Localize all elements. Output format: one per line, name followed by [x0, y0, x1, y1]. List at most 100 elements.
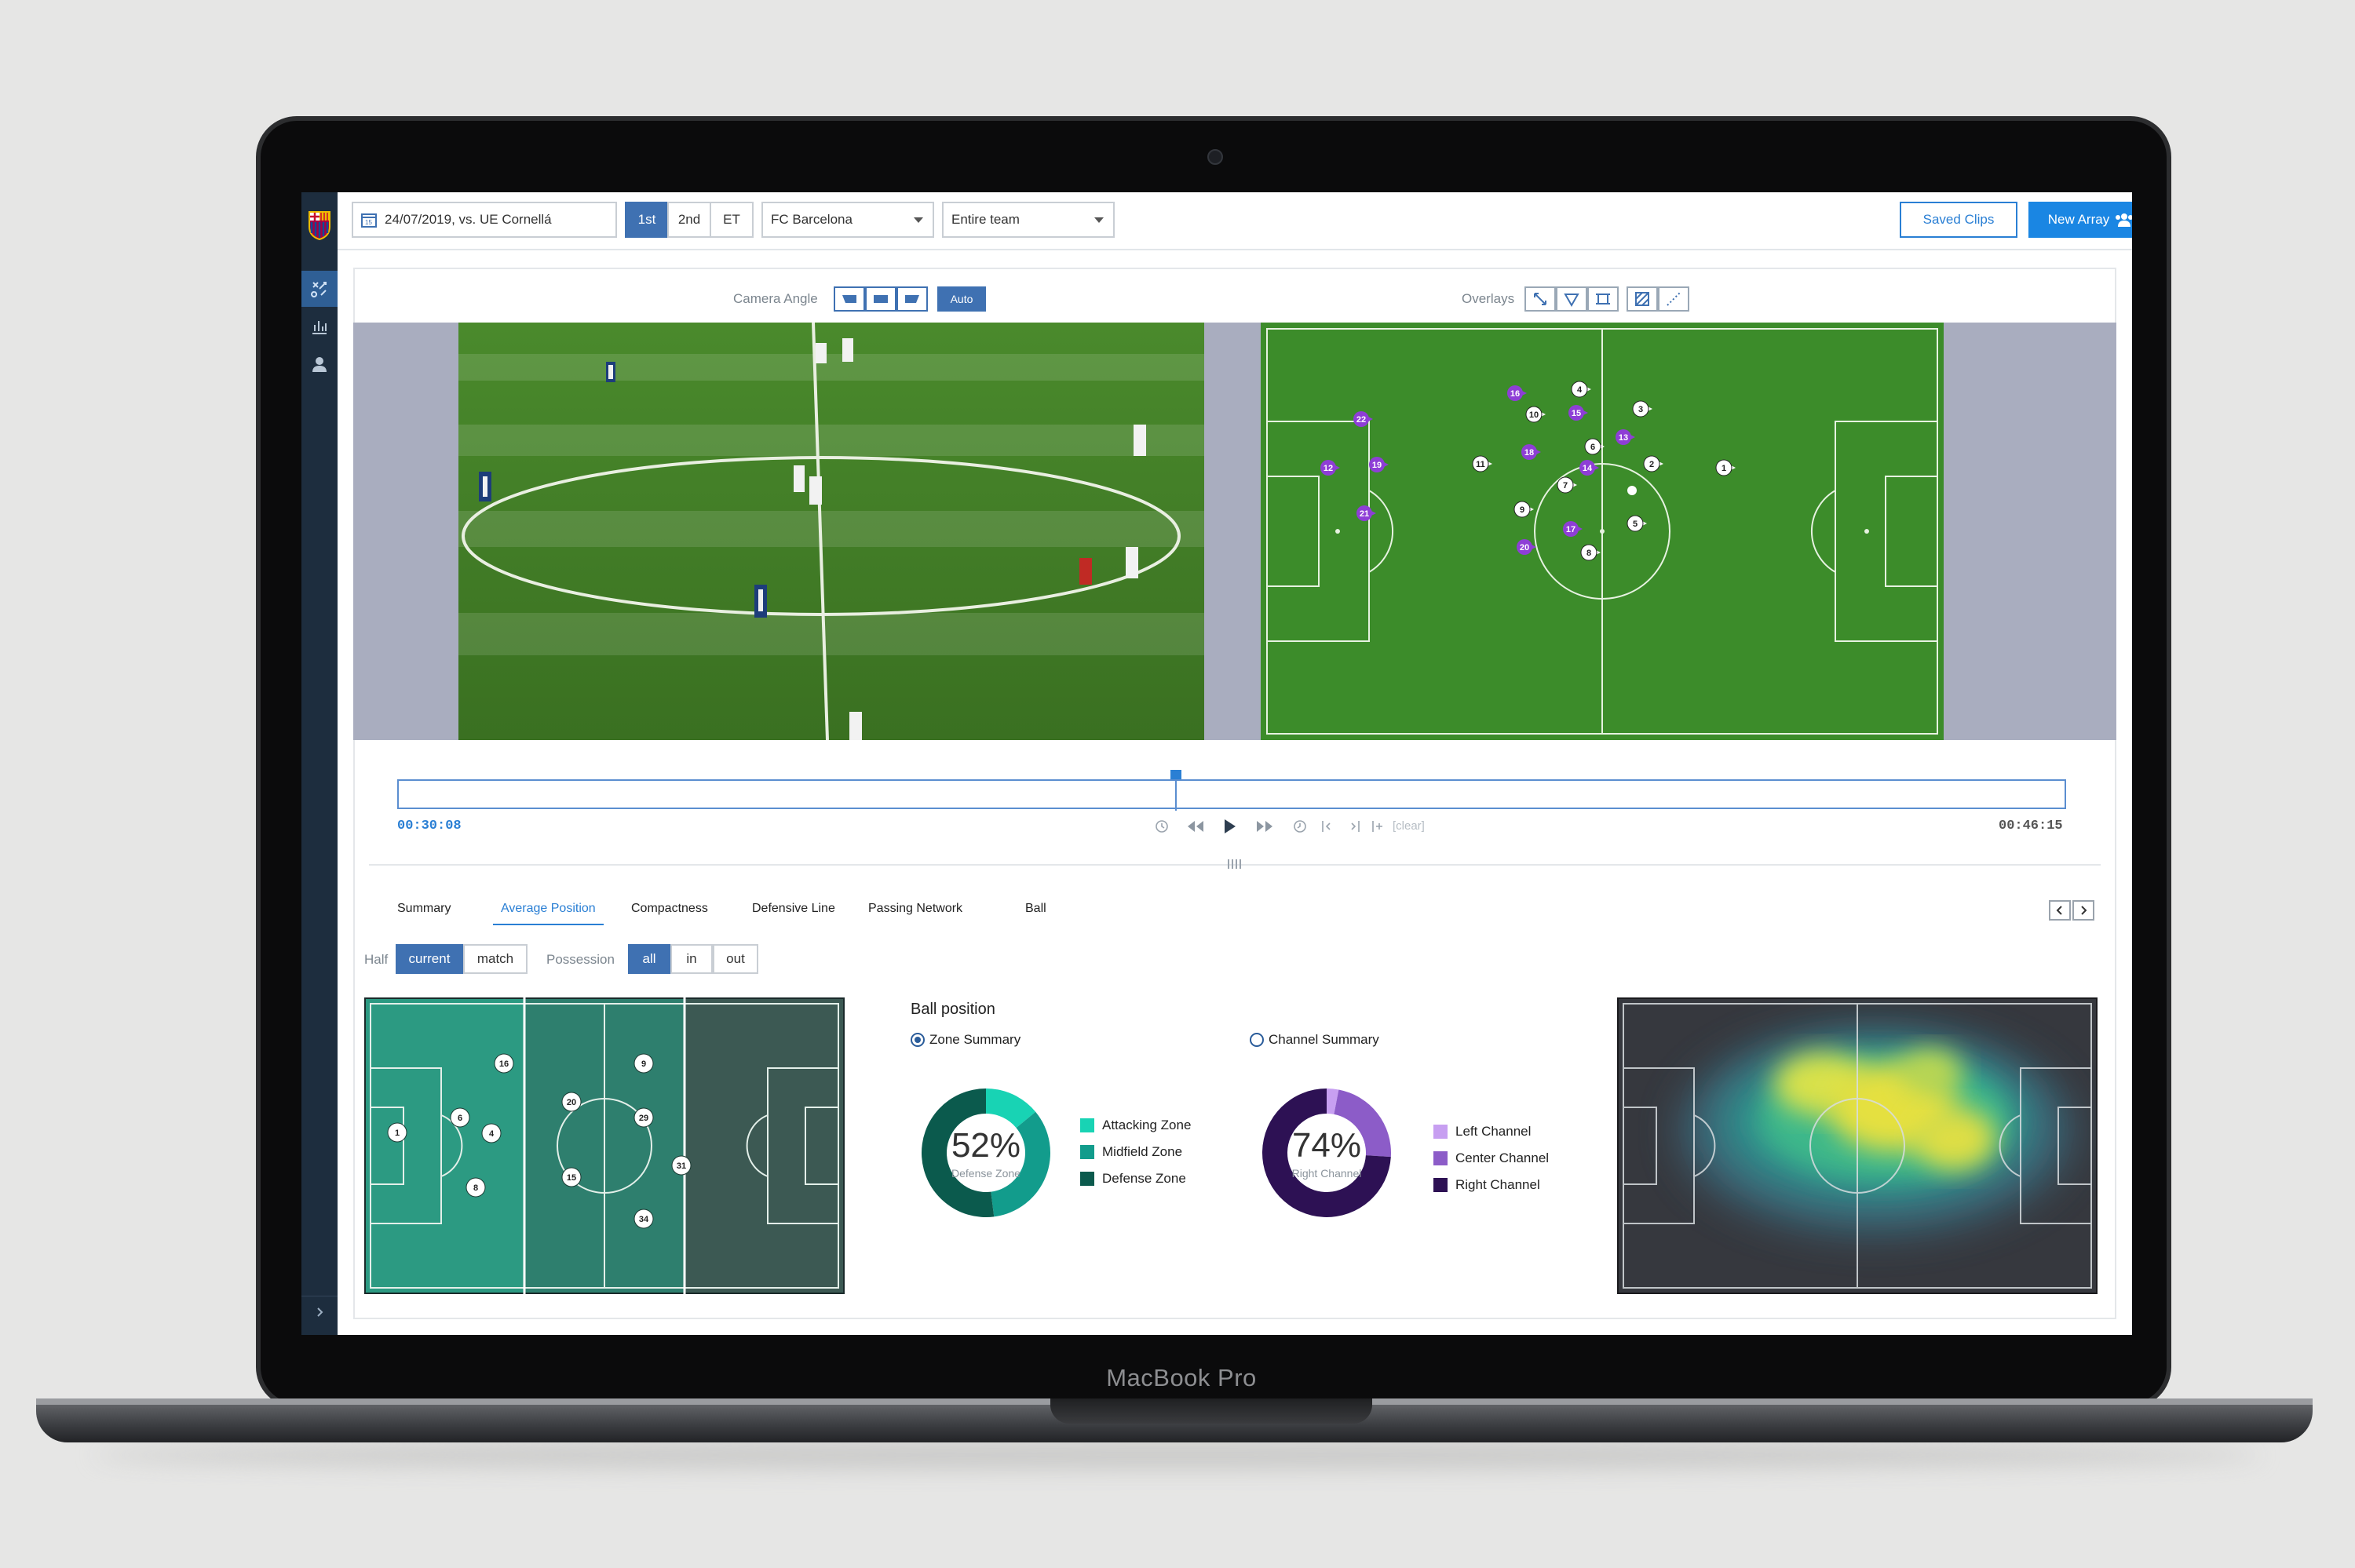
- legend-label: Left Channel: [1455, 1124, 1532, 1139]
- half-2nd-button[interactable]: 2nd: [667, 202, 711, 238]
- play-icon[interactable]: [1223, 819, 1237, 834]
- tabs-prev-button[interactable]: [2049, 900, 2071, 921]
- mark-in-icon[interactable]: [1320, 819, 1334, 833]
- player-marker[interactable]: 17: [1563, 521, 1583, 537]
- webcam: [1207, 149, 1223, 165]
- player-marker[interactable]: 14: [1579, 460, 1599, 476]
- caret-down-icon: [1094, 217, 1104, 223]
- laptop-hinge-notch: [1050, 1398, 1372, 1424]
- player-marker[interactable]: 15: [1568, 405, 1588, 421]
- ball-heatmap-pitch[interactable]: [1617, 997, 2098, 1294]
- rewind-clock-icon[interactable]: [1154, 819, 1170, 834]
- sidebar-expand-toggle[interactable]: [301, 1296, 338, 1328]
- timeline-playhead[interactable]: [1170, 770, 1181, 811]
- player-marker[interactable]: 16: [1507, 385, 1527, 401]
- tab-summary[interactable]: Summary: [397, 902, 451, 915]
- timeline-end-time: 00:46:15: [1999, 819, 2063, 833]
- svg-text:22: 22: [1356, 415, 1366, 425]
- team-select[interactable]: FC Barcelona: [761, 202, 934, 238]
- tab-passing-network[interactable]: Passing Network: [868, 902, 963, 915]
- avg-player-marker[interactable]: 20: [561, 1092, 582, 1112]
- svg-text:15: 15: [365, 219, 372, 226]
- player-marker[interactable]: 19: [1369, 457, 1389, 472]
- player-marker[interactable]: 13: [1616, 429, 1635, 445]
- overlay-line-button[interactable]: [1524, 286, 1556, 312]
- player-marker[interactable]: 8: [1580, 544, 1601, 561]
- avg-player-marker[interactable]: 31: [671, 1155, 692, 1176]
- avg-player-marker[interactable]: 4: [481, 1123, 502, 1143]
- tab-ball[interactable]: Ball: [1025, 902, 1046, 915]
- svg-text:20: 20: [567, 1098, 576, 1107]
- sidebar-item-profile[interactable]: [301, 346, 338, 382]
- saved-clips-button[interactable]: Saved Clips: [1900, 202, 2017, 238]
- forward-clock-icon[interactable]: [1292, 819, 1308, 834]
- tabs-next-button[interactable]: [2072, 900, 2094, 921]
- channel-summary-radio[interactable]: Channel Summary: [1250, 1032, 1379, 1048]
- playhead-handle[interactable]: [1170, 770, 1181, 779]
- rewind-icon[interactable]: [1187, 820, 1204, 833]
- avg-player-marker[interactable]: 8: [466, 1177, 486, 1198]
- possession-all-button[interactable]: all: [628, 944, 670, 974]
- donut-slice: [986, 1088, 1036, 1129]
- avg-player-marker[interactable]: 15: [561, 1167, 582, 1187]
- clear-clip-button[interactable]: [clear]: [1393, 819, 1425, 833]
- avg-player-marker[interactable]: 9: [633, 1053, 654, 1074]
- device-brand: MacBook Pro: [1106, 1364, 1257, 1391]
- match-video-frame: [458, 323, 1204, 740]
- player-marker[interactable]: 21: [1356, 505, 1376, 521]
- tab-average-position[interactable]: Average Position: [493, 902, 604, 925]
- half-1st-button[interactable]: 1st: [625, 202, 669, 238]
- player-marker[interactable]: 5: [1627, 515, 1647, 532]
- match-selector[interactable]: 15 24/07/2019, vs. UE Cornellá: [352, 202, 617, 238]
- camera-auto-button[interactable]: Auto: [937, 286, 986, 312]
- avg-player-marker[interactable]: 1: [387, 1122, 407, 1143]
- overlay-triangle-button[interactable]: [1556, 286, 1587, 312]
- half-match-button[interactable]: match: [463, 944, 528, 974]
- avg-player-marker[interactable]: 6: [450, 1107, 470, 1128]
- avg-player-marker[interactable]: 34: [633, 1209, 654, 1229]
- player-marker[interactable]: 9: [1513, 501, 1534, 518]
- zone-summary-radio[interactable]: Zone Summary: [911, 1032, 1020, 1048]
- mark-out-icon[interactable]: [1347, 819, 1361, 833]
- half-current-button[interactable]: current: [396, 944, 463, 974]
- player-marker[interactable]: 1: [1715, 459, 1736, 476]
- player-marker[interactable]: 12: [1320, 460, 1340, 476]
- tab-defensive-line[interactable]: Defensive Line: [752, 902, 835, 915]
- player-marker[interactable]: 22: [1353, 411, 1373, 427]
- resize-handle[interactable]: [1228, 859, 1243, 869]
- possession-out-button[interactable]: out: [713, 944, 758, 974]
- camera-left-button[interactable]: [834, 286, 865, 312]
- svg-text:9: 9: [641, 1059, 646, 1069]
- camera-center-button[interactable]: [865, 286, 896, 312]
- player-marker[interactable]: 4: [1571, 381, 1591, 398]
- player-marker[interactable]: 18: [1521, 444, 1541, 460]
- avg-player-marker[interactable]: 29: [633, 1107, 654, 1128]
- overlay-dotted-line-button[interactable]: [1658, 286, 1689, 312]
- player-marker[interactable]: 20: [1517, 539, 1536, 555]
- tab-compactness[interactable]: Compactness: [631, 902, 708, 915]
- scope-select[interactable]: Entire team: [942, 202, 1115, 238]
- timeline-track[interactable]: [397, 779, 2066, 809]
- player-marker[interactable]: 6: [1584, 438, 1605, 455]
- overlay-square-button[interactable]: [1587, 286, 1619, 312]
- add-clip-icon[interactable]: [1371, 819, 1386, 833]
- overlay-hatch-button[interactable]: [1627, 286, 1658, 312]
- player-marker[interactable]: 2: [1643, 455, 1663, 472]
- avg-player-marker[interactable]: 16: [494, 1053, 514, 1074]
- sidebar-item-tactics[interactable]: [301, 271, 338, 307]
- sidebar-item-stats[interactable]: [301, 308, 338, 345]
- player-marker[interactable]: 11: [1472, 455, 1492, 472]
- new-array-button[interactable]: New Array: [2028, 202, 2132, 238]
- half-et-button[interactable]: ET: [710, 202, 754, 238]
- player-marker[interactable]: 10: [1525, 406, 1546, 423]
- player-marker[interactable]: 3: [1632, 400, 1652, 418]
- zone-percent: 52%: [951, 1126, 1021, 1165]
- fast-forward-icon[interactable]: [1256, 820, 1273, 833]
- possession-in-button[interactable]: in: [670, 944, 713, 974]
- match-video[interactable]: [458, 323, 1204, 740]
- camera-right-button[interactable]: [896, 286, 928, 312]
- user-icon: [307, 352, 332, 377]
- player-marker[interactable]: 7: [1557, 476, 1577, 494]
